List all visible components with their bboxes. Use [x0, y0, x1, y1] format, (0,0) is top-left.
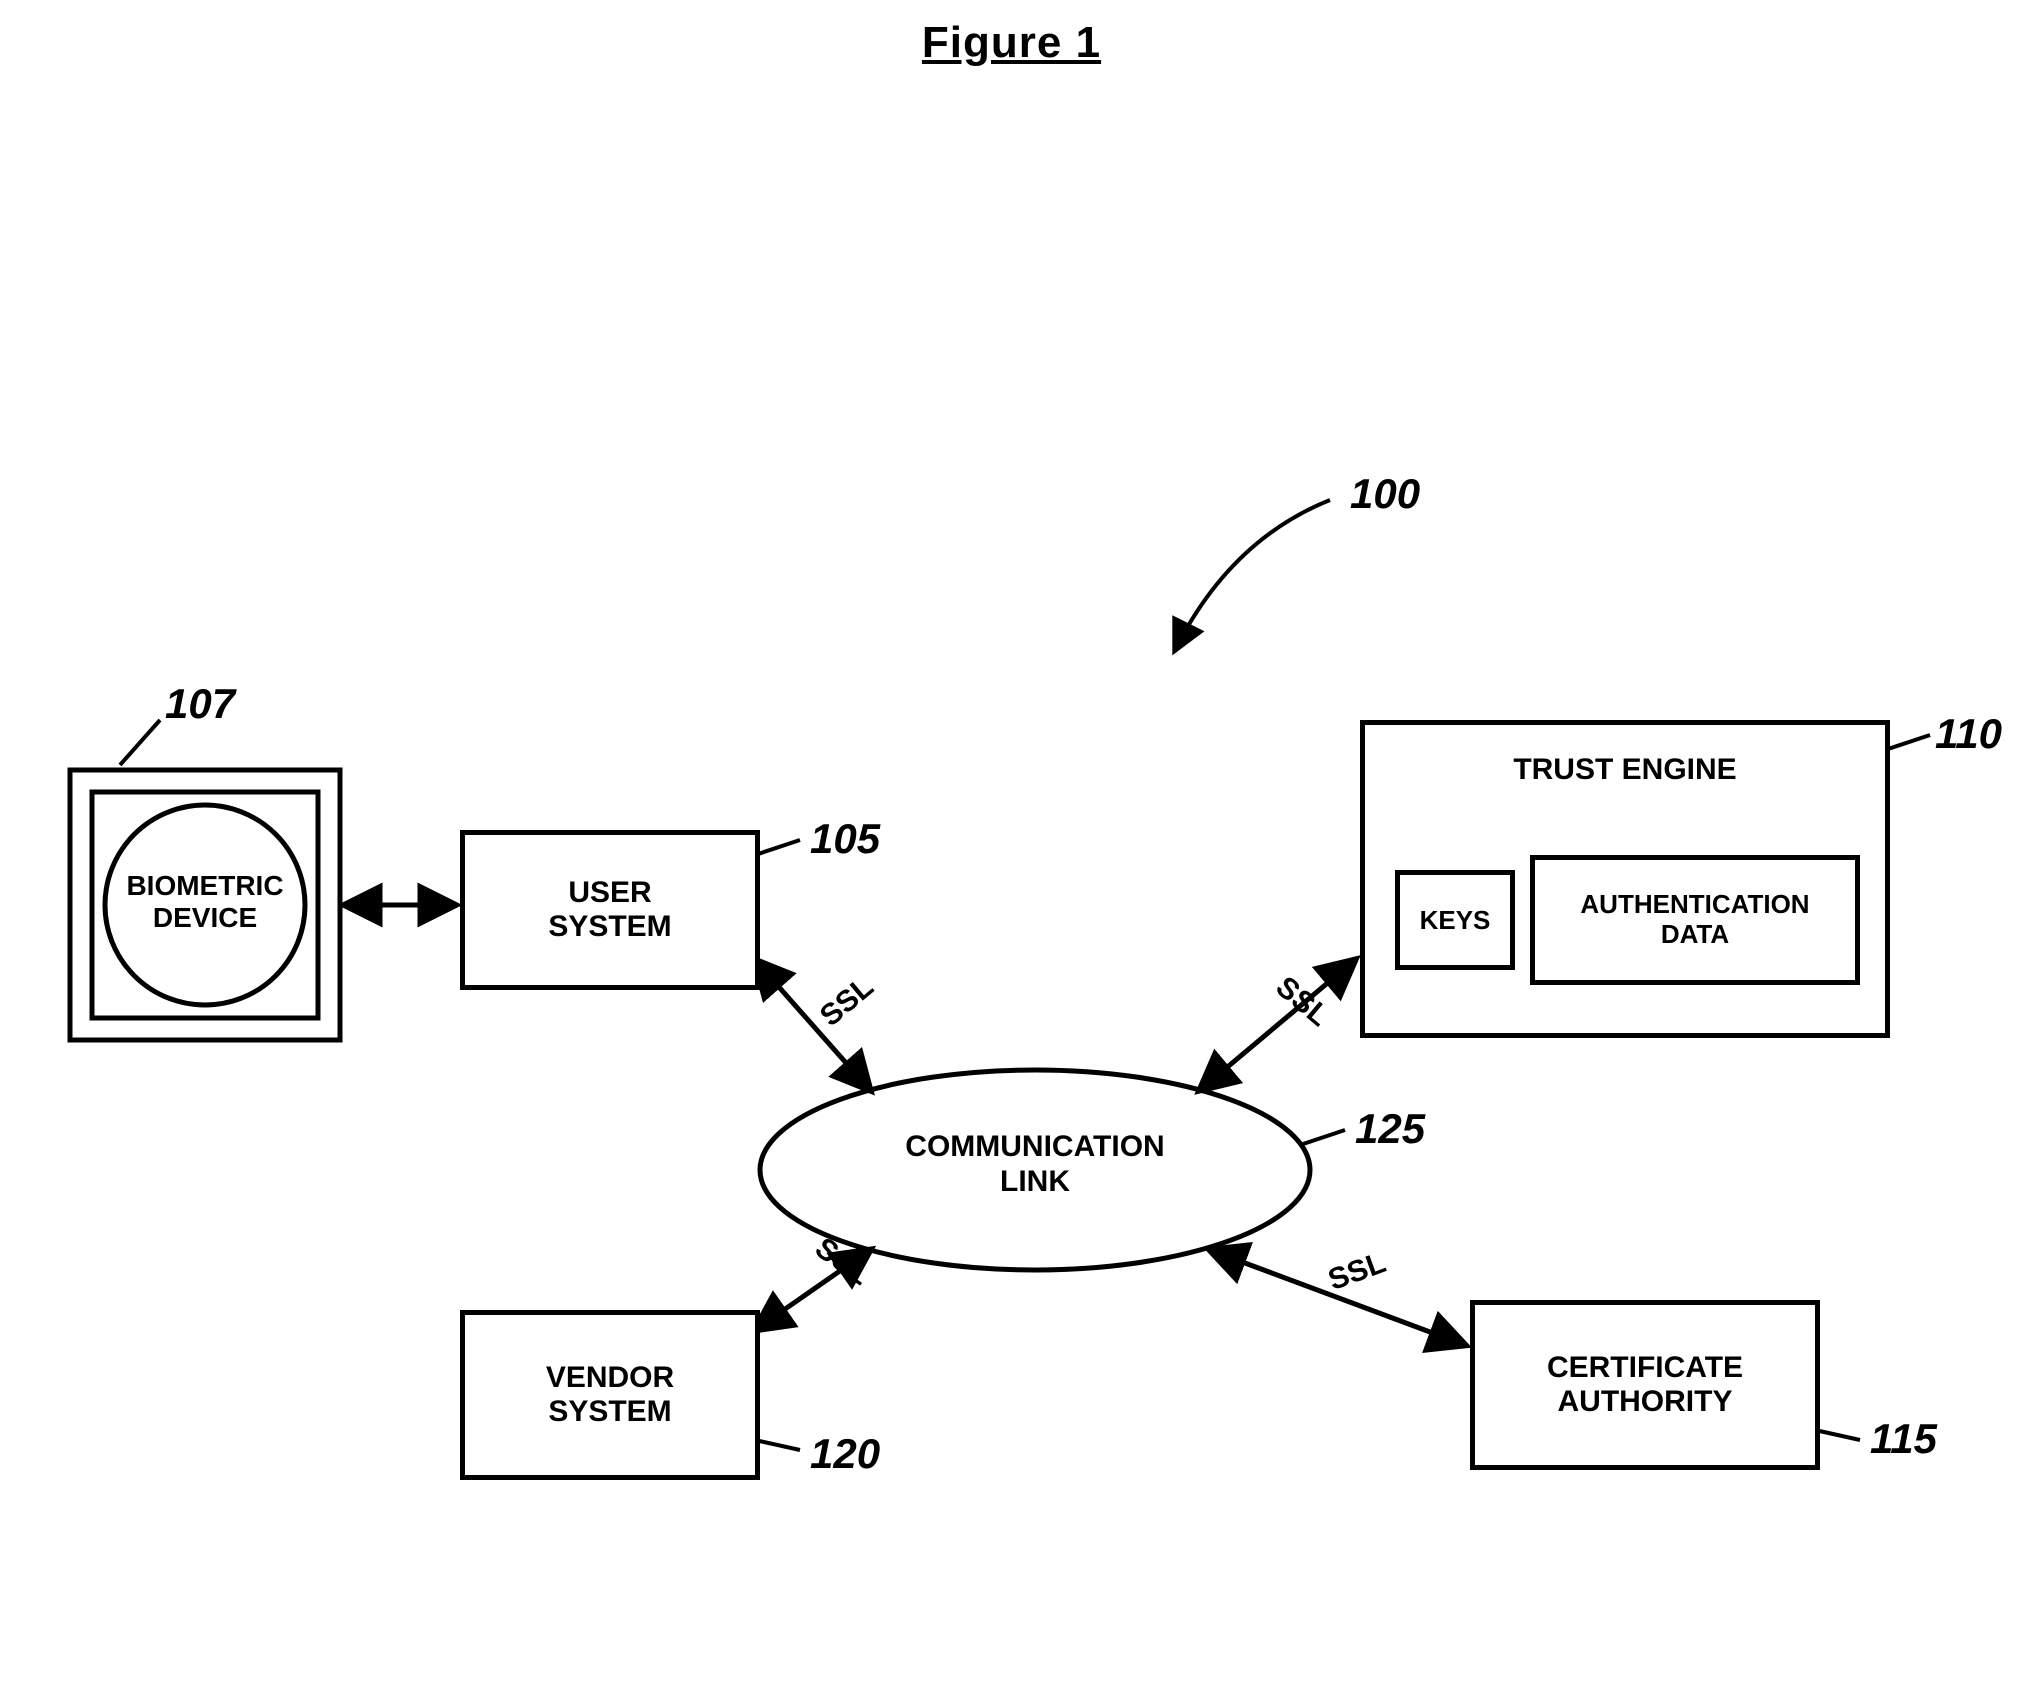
- edge-trust-comm: [1200, 960, 1355, 1090]
- ref-125: 125: [1355, 1105, 1425, 1153]
- leader-110: [1885, 735, 1930, 750]
- vendor-system-label-1: VENDOR: [546, 1361, 674, 1394]
- biometric-label-line1: BIOMETRIC: [126, 870, 283, 901]
- comm-link-label-2: LINK: [1000, 1165, 1070, 1198]
- cert-authority-label-2: AUTHORITY: [1557, 1385, 1732, 1418]
- ref-105: 105: [810, 815, 880, 863]
- auth-data-label-2: DATA: [1661, 919, 1729, 949]
- ref-115: 115: [1870, 1415, 1937, 1463]
- user-system-box: USER SYSTEM: [460, 830, 760, 990]
- auth-data-box: AUTHENTICATION DATA: [1530, 855, 1860, 985]
- leader-100: [1175, 500, 1330, 650]
- leader-105: [755, 840, 800, 855]
- diagram-page: Figure 1: [0, 0, 2023, 1704]
- vendor-system-box: VENDOR SYSTEM: [460, 1310, 760, 1480]
- biometric-label-line2: DEVICE: [153, 902, 257, 933]
- auth-data-label-1: AUTHENTICATION: [1580, 889, 1809, 919]
- comm-link-label: COMMUNICATION LINK: [885, 1130, 1185, 1199]
- vendor-system-label-2: SYSTEM: [548, 1395, 671, 1428]
- ref-100: 100: [1350, 470, 1420, 518]
- ref-107: 107: [165, 680, 235, 728]
- leader-125: [1300, 1130, 1345, 1145]
- ref-110: 110: [1935, 710, 2002, 758]
- keys-box: KEYS: [1395, 870, 1515, 970]
- user-system-label-2: SYSTEM: [548, 910, 671, 943]
- trust-engine-title: TRUST ENGINE: [1513, 753, 1736, 787]
- leader-107: [120, 720, 160, 765]
- leader-120: [755, 1440, 800, 1450]
- user-system-label-1: USER: [568, 876, 651, 909]
- comm-link-label-1: COMMUNICATION: [905, 1130, 1164, 1163]
- biometric-label: BIOMETRIC DEVICE: [105, 870, 305, 934]
- cert-authority-label-1: CERTIFICATE: [1547, 1351, 1743, 1384]
- ref-120: 120: [810, 1430, 880, 1478]
- leader-115: [1815, 1430, 1860, 1440]
- keys-label: KEYS: [1420, 905, 1491, 936]
- cert-authority-box: CERTIFICATE AUTHORITY: [1470, 1300, 1820, 1470]
